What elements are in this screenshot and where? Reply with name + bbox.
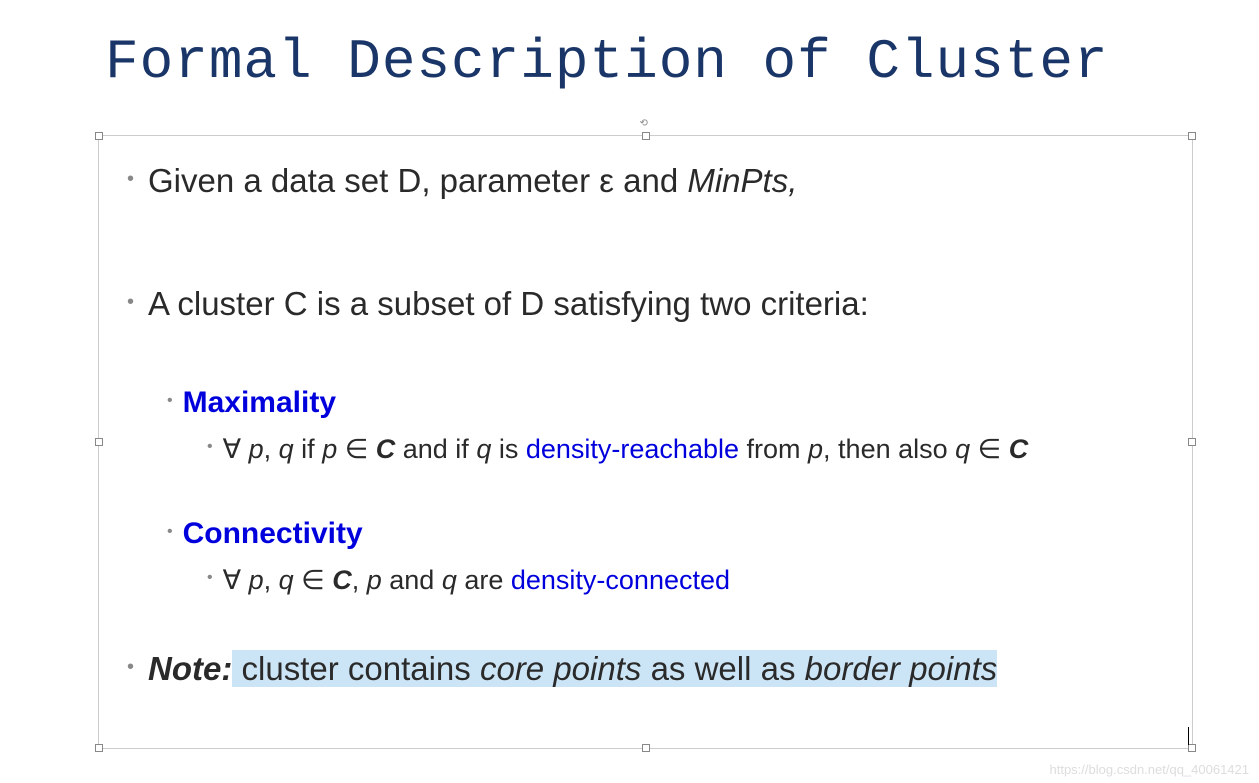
text-segment: as well as [641, 650, 804, 687]
text-var-bold: C [376, 434, 396, 464]
density-connected-term: density-connected [511, 565, 730, 595]
sub-heading: • Maximality [167, 386, 1164, 420]
resize-handle-mid-left[interactable] [95, 438, 103, 446]
text-segment: ∈ [970, 434, 1009, 464]
text-italic: core points [480, 650, 641, 687]
text-segment: are [457, 565, 511, 595]
bullet-dot-icon: • [167, 392, 173, 410]
text-segment: , [352, 565, 367, 595]
note-label: Note: [148, 650, 232, 687]
text-var: q [442, 565, 457, 595]
maximality-heading: Maximality [183, 386, 336, 420]
resize-handle-bottom-right[interactable] [1188, 744, 1196, 752]
resize-handle-top-mid[interactable] [642, 132, 650, 140]
detail-text: ∀ p, q if p ∈ C and if q is density-reac… [223, 432, 1029, 467]
bullet-dot-icon: • [167, 523, 173, 541]
text-var: q [279, 565, 294, 595]
text-segment: ∈ [337, 434, 376, 464]
note-item: • Note: cluster contains core points as … [127, 648, 1164, 691]
bullet-dot-icon: • [127, 291, 134, 314]
text-var: q [955, 434, 970, 464]
highlighted-text: cluster contains core points as well as … [232, 650, 997, 687]
connectivity-section: • Connectivity • ∀ p, q ∈ C, p and q are… [167, 517, 1164, 598]
bullet-text: A cluster C is a subset of D satisfying … [148, 283, 869, 326]
text-segment: ∀ [223, 434, 249, 464]
text-var-bold: C [1009, 434, 1029, 464]
text-var: p [322, 434, 337, 464]
text-var: p [249, 565, 264, 595]
bullet-dot-icon: • [207, 569, 213, 587]
maximality-section: • Maximality • ∀ p, q if p ∈ C and if q … [167, 386, 1164, 467]
text-var-bold: C [332, 565, 352, 595]
detail-text: ∀ p, q ∈ C, p and q are density-connecte… [223, 563, 730, 598]
bullet-item-1: • Given a data set D, parameter ε and Mi… [127, 160, 1164, 203]
text-italic: border points [805, 650, 998, 687]
text-segment: and if [395, 434, 476, 464]
text-var: q [476, 434, 491, 464]
text-segment: from [739, 434, 808, 464]
text-segment: and [382, 565, 442, 595]
text-var: p [808, 434, 823, 464]
connectivity-heading: Connectivity [183, 517, 363, 551]
text-segment: ∀ [223, 565, 249, 595]
text-segment: Given a data set D, parameter ε and [148, 162, 687, 199]
bullet-text: Given a data set D, parameter ε and MinP… [148, 160, 797, 203]
text-segment: cluster contains [232, 650, 480, 687]
maximality-detail: • ∀ p, q if p ∈ C and if q is density-re… [207, 432, 1164, 467]
resize-handle-bottom-left[interactable] [95, 744, 103, 752]
text-segment: , [264, 565, 279, 595]
note-text: Note: cluster contains core points as we… [148, 648, 997, 691]
bullet-dot-icon: • [127, 168, 134, 191]
content-inner: • Given a data set D, parameter ε and Mi… [99, 136, 1192, 715]
resize-handle-top-left[interactable] [95, 132, 103, 140]
text-var: q [279, 434, 294, 464]
watermark-text: https://blog.csdn.net/qq_40061421 [1050, 762, 1250, 777]
resize-handle-mid-right[interactable] [1188, 438, 1196, 446]
text-cursor-icon [1188, 727, 1189, 745]
content-textbox[interactable]: ⟲ • Given a data set D, parameter ε and … [98, 135, 1193, 749]
text-segment: ∈ [294, 565, 333, 595]
text-segment-italic: MinPts, [687, 162, 797, 199]
bullet-dot-icon: • [127, 656, 134, 679]
resize-handle-top-right[interactable] [1188, 132, 1196, 140]
text-segment: , [264, 434, 279, 464]
connectivity-detail: • ∀ p, q ∈ C, p and q are density-connec… [207, 563, 1164, 598]
text-var: p [249, 434, 264, 464]
density-reachable-term: density-reachable [526, 434, 739, 464]
slide-title: Formal Description of Cluster [0, 0, 1259, 94]
bullet-dot-icon: • [207, 438, 213, 456]
text-segment: , then also [823, 434, 955, 464]
sub-heading: • Connectivity [167, 517, 1164, 551]
text-segment: if [294, 434, 323, 464]
bullet-item-2: • A cluster C is a subset of D satisfyin… [127, 283, 1164, 326]
rotate-handle-icon[interactable]: ⟲ [640, 118, 648, 129]
text-var: p [367, 565, 382, 595]
resize-handle-bottom-mid[interactable] [642, 744, 650, 752]
text-segment: is [491, 434, 526, 464]
